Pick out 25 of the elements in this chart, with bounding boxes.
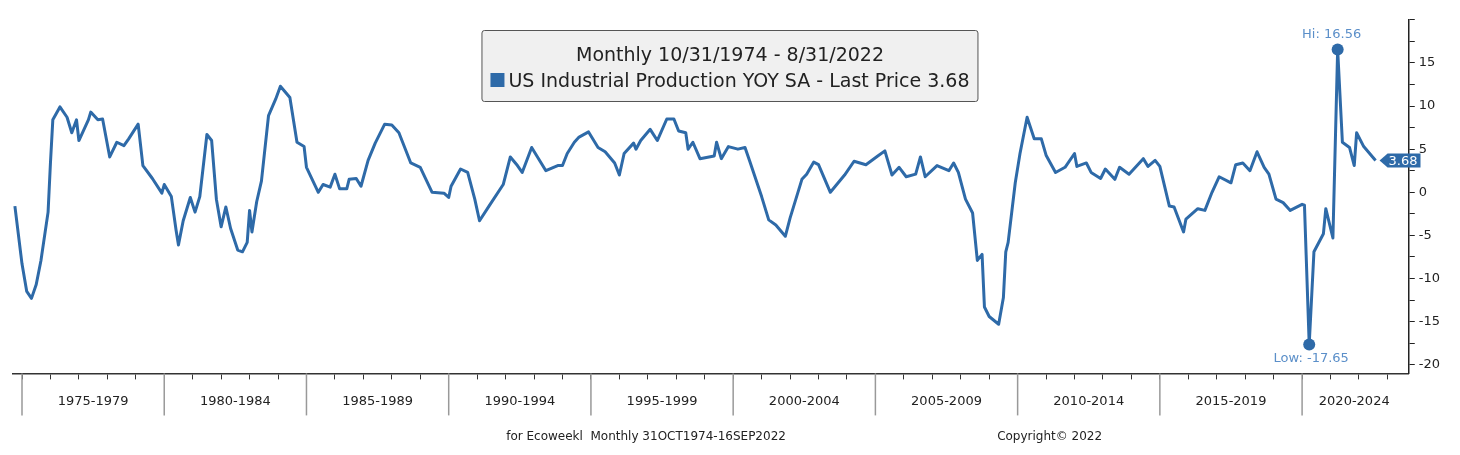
x-tick-label: 2015-2019 bbox=[1195, 392, 1267, 408]
x-tick-label: 2020-2024 bbox=[1318, 392, 1390, 408]
x-tick-label: 1980-1984 bbox=[199, 392, 271, 408]
x-tick-label: 2005-2009 bbox=[911, 392, 982, 408]
y-tick-label: -5 bbox=[1418, 226, 1432, 242]
x-tick-label: 1995-1999 bbox=[626, 392, 698, 408]
y-tick-label: 10 bbox=[1418, 97, 1436, 113]
x-tick-label: 1975-1979 bbox=[57, 392, 129, 408]
annotation: Low: -17.65 bbox=[1273, 350, 1349, 366]
y-tick-label: 15 bbox=[1418, 54, 1436, 70]
x-tick-label: 2000-2004 bbox=[768, 392, 840, 408]
legend-label: US Industrial Production YOY SA - Last Price 3.68 bbox=[508, 68, 970, 93]
y-tick-label: -10 bbox=[1418, 269, 1440, 285]
x-tick-label: 1985-1989 bbox=[342, 392, 414, 408]
text: for Ecoweekl Monthly 31OCT1974-16SEP2022 bbox=[506, 429, 786, 444]
y-tick-label: 5 bbox=[1418, 140, 1428, 156]
text: Copyright© 2022 bbox=[997, 429, 1103, 444]
text: Monthly 10/31/1974 - 8/31/2022 bbox=[575, 42, 885, 67]
annotation: Hi: 16.56 bbox=[1302, 26, 1362, 42]
x-tick-label: 1990-1994 bbox=[484, 392, 556, 408]
annotation: 3.68 bbox=[1388, 152, 1418, 168]
y-tick-label: -20 bbox=[1418, 356, 1440, 372]
x-tick-label: 2010-2014 bbox=[1053, 392, 1125, 408]
y-tick-label: -15 bbox=[1418, 313, 1440, 329]
y-tick-label: 0 bbox=[1418, 183, 1428, 199]
